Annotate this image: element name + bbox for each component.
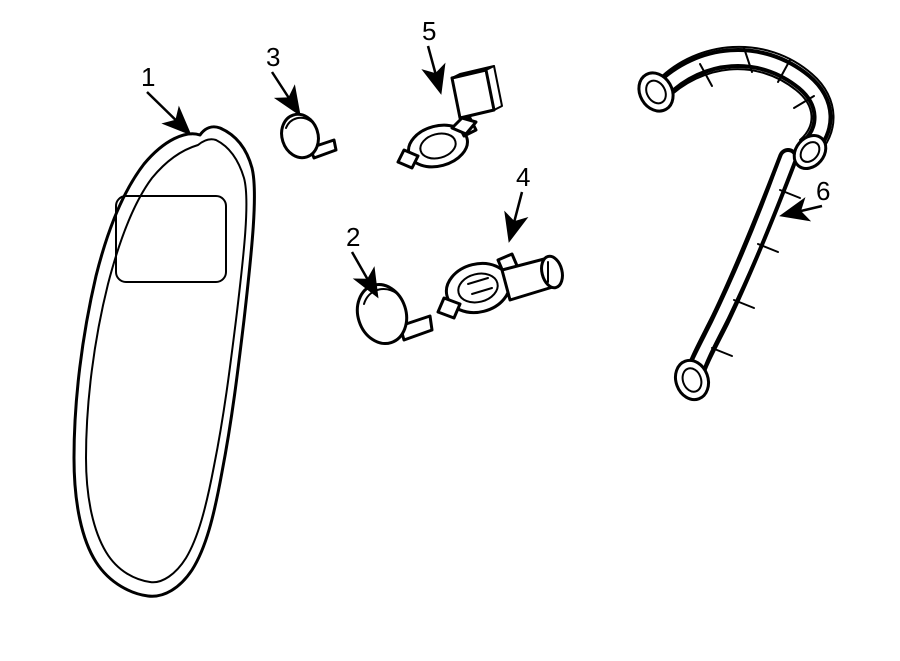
parts-diagram: 1 2 3 4 5 6 [0, 0, 900, 661]
callout-label-1: 1 [141, 62, 155, 92]
callout-label-3: 3 [266, 42, 280, 72]
callout-label-4: 4 [516, 162, 530, 192]
socket-horizontal [438, 254, 566, 319]
callout-5: 5 [422, 16, 440, 90]
callout-label-5: 5 [422, 16, 436, 46]
socket-vertical [398, 66, 502, 173]
wiring-harness [632, 47, 833, 404]
callout-2: 2 [346, 222, 376, 294]
tail-light-lens [74, 127, 254, 596]
callout-3: 3 [266, 42, 298, 112]
bulb-large [350, 278, 432, 350]
callout-label-6: 6 [816, 176, 830, 206]
callout-4: 4 [510, 162, 530, 238]
callout-6: 6 [784, 176, 830, 215]
bulb-small [276, 110, 336, 163]
callout-label-2: 2 [346, 222, 360, 252]
callout-1: 1 [141, 62, 188, 132]
